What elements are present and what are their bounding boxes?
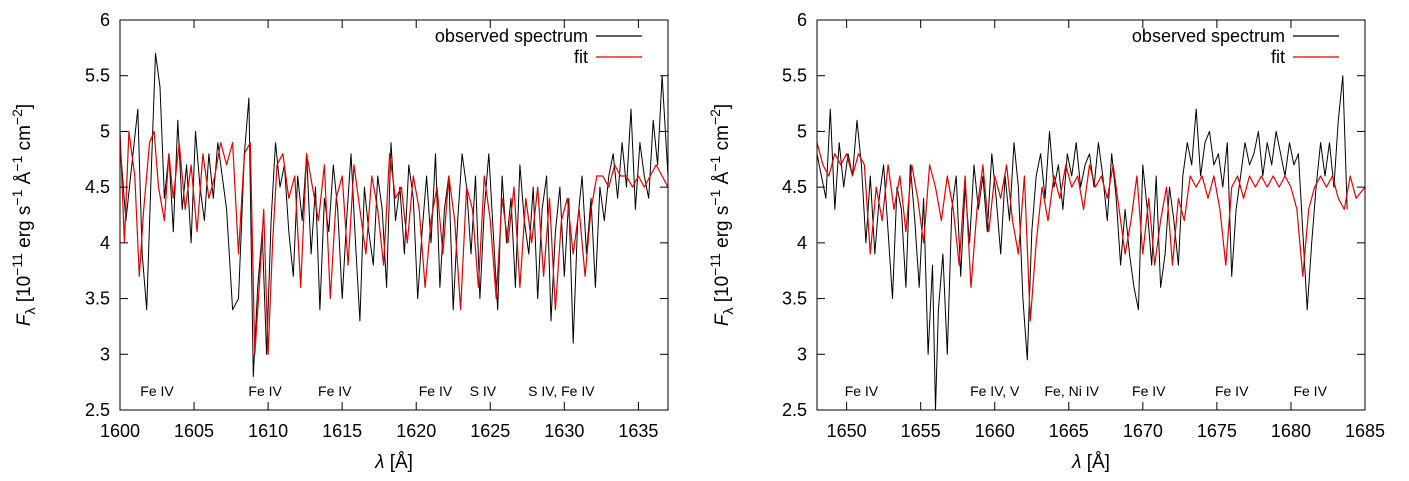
panel-1-line-annotation: Fe IV [248, 383, 282, 399]
panel-1-line-annotation: S IV [470, 383, 497, 399]
panel-1-x-tick-label: 1620 [396, 421, 436, 441]
panel-2-y-tick-label: 5.5 [782, 66, 807, 86]
panel-2-y-tick-label: 3.5 [782, 289, 807, 309]
panel-2-x-tick-label: 1685 [1345, 421, 1385, 441]
panel-1-y-tick-label: 4.5 [85, 177, 110, 197]
panel-1-x-tick-label: 1625 [470, 421, 510, 441]
chart-panel-2: 1650 1655 1660 1665 1670 1675 1680 1685 2.5 3 3.5 4… [707, 10, 1385, 473]
panel-2-y-tick-label: 3 [797, 344, 807, 364]
panel-1-y-tick-label: 6 [100, 10, 110, 30]
panel-1-y-tick-label: 3.5 [85, 289, 110, 309]
panel-2-series-line-observed [817, 75, 1348, 410]
panel-2-line-annotation: Fe IV [845, 383, 879, 399]
chart-panel-1: 1600 1605 1610 1615 1620 1625 1630 1635 2.5 3 3.5 4… [9, 10, 669, 473]
panel-2-line-annotation: Fe IV [1215, 383, 1249, 399]
panel-2-series-line-fit [817, 142, 1365, 322]
panel-1-x-tick-label: 1635 [618, 421, 658, 441]
panel-2-x-tick-label: 1680 [1271, 421, 1311, 441]
panel-2-y-axis-label: Fλ [10−11 erg s−1 Å−1 cm−2] [707, 104, 736, 326]
panel-1-x-tick-label: 1600 [100, 421, 140, 441]
panel-1-line-annotation: Fe IV [140, 383, 174, 399]
panel-2-line-annotation: Fe, Ni IV [1045, 383, 1100, 399]
panel-2-x-tick-label: 1655 [901, 421, 941, 441]
panel-2-y-tick-label: 5 [797, 121, 807, 141]
panel-1-x-tick-label: 1630 [544, 421, 584, 441]
panel-1-x-tick-label: 1610 [248, 421, 288, 441]
panel-2-y-tick-label: 4 [797, 233, 807, 253]
panel-1-series-line-observed [120, 52, 668, 378]
panel-2-y-tick-label: 4.5 [782, 177, 807, 197]
panel-2-line-annotation: Fe IV, V [970, 383, 1020, 399]
panel-1-y-tick-label: 5.5 [85, 66, 110, 86]
panel-2-y-tick-label: 6 [797, 10, 807, 30]
panel-2-x-tick-label: 1665 [1049, 421, 1089, 441]
panel-1-y-tick-label: 5 [100, 121, 110, 141]
panel-2-x-tick-label: 1670 [1123, 421, 1163, 441]
panel-2-legend-label-fit: fit [1271, 47, 1285, 67]
panel-1-y-tick-label: 3 [100, 344, 110, 364]
panel-1-x-axis-label: λ [Å] [374, 452, 413, 473]
panel-1-y-axis-label: Fλ [10−11 erg s−1 Å−1 cm−2] [9, 104, 38, 326]
panel-2-line-annotation: Fe IV [1132, 383, 1166, 399]
panel-2-plot-frame [816, 19, 1366, 411]
panel-2-line-annotation: Fe IV [1293, 383, 1327, 399]
panel-2-x-tick-label: 1660 [975, 421, 1015, 441]
panel-1-plot-frame [119, 19, 669, 411]
panel-2-x-tick-label: 1650 [827, 421, 867, 441]
panel-2-x-tick-label: 1675 [1197, 421, 1237, 441]
panel-1-y-tick-label: 2.5 [85, 400, 110, 420]
panel-1-line-annotation: S IV, Fe IV [528, 383, 595, 399]
panel-1-line-annotation: Fe IV [419, 383, 453, 399]
panel-1-x-tick-label: 1615 [322, 421, 362, 441]
panel-1-legend-label-fit: fit [574, 47, 588, 67]
panel-1-line-annotation: Fe IV [318, 383, 352, 399]
panel-1-series-line-fit [120, 130, 668, 355]
panel-2-x-axis-label: λ [Å] [1071, 452, 1110, 473]
panel-2-legend-label-observed: observed spectrum [1132, 26, 1285, 46]
panel-1-x-tick-label: 1605 [174, 421, 214, 441]
panel-1-y-tick-label: 4 [100, 233, 110, 253]
panel-1-legend-label-observed: observed spectrum [435, 26, 588, 46]
panel-2-y-tick-label: 2.5 [782, 400, 807, 420]
